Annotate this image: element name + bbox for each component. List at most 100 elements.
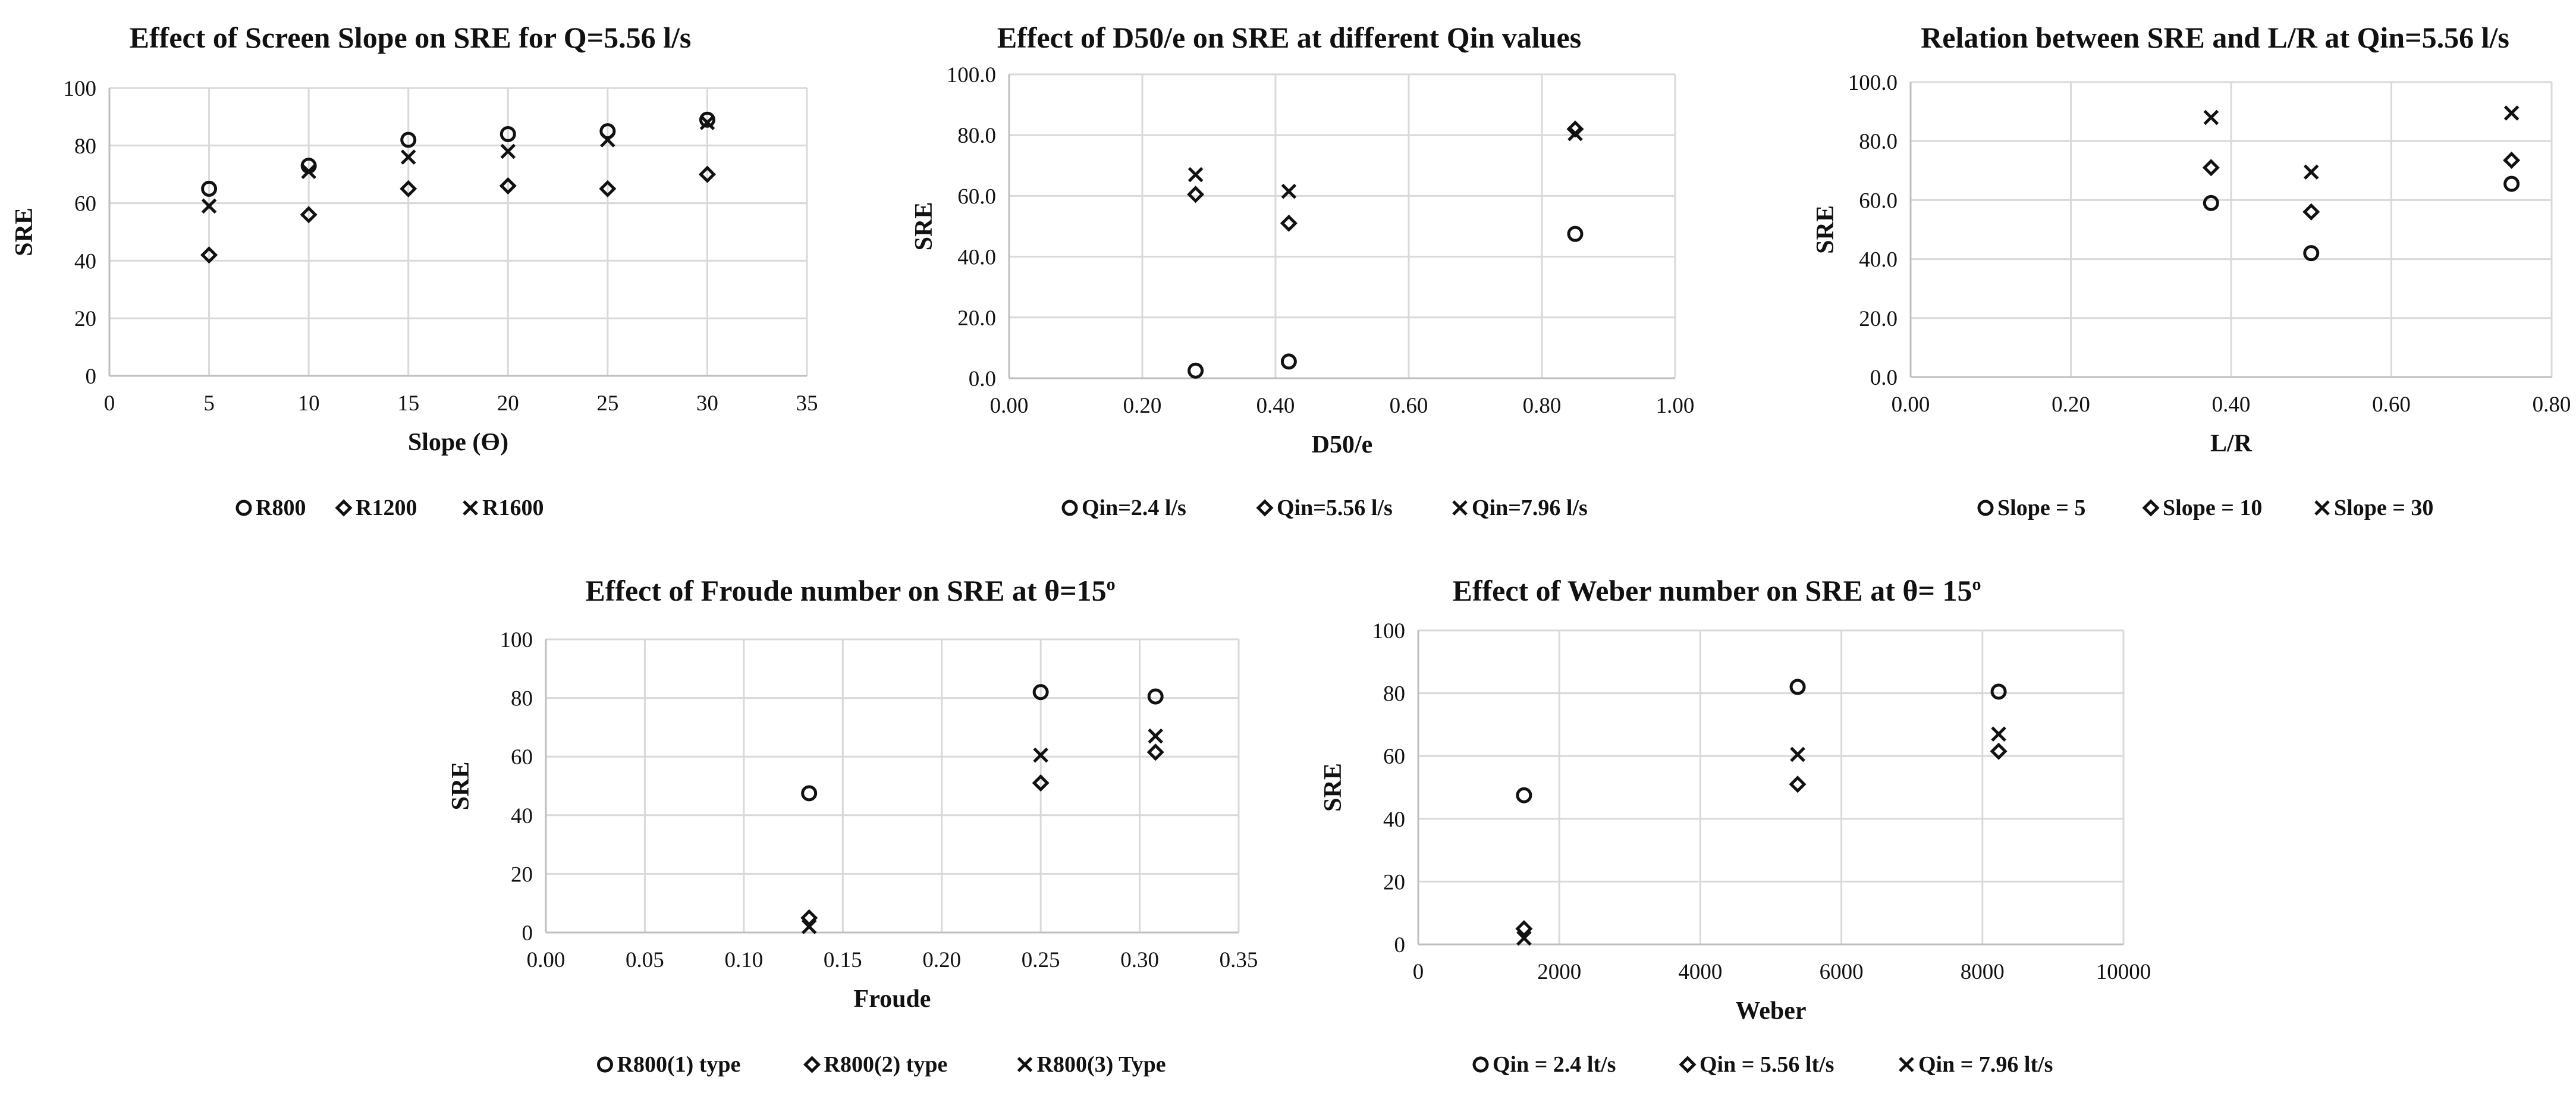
legend-label: Qin=2.4 l/s	[1082, 495, 1186, 520]
data-point-circle	[1990, 683, 2007, 700]
x-tick-label: 0	[104, 391, 115, 416]
data-point-circle	[1516, 787, 1532, 803]
chart-5: Effect of Weber number on SRE at θ= 15o 0…	[1320, 574, 2151, 1077]
data-point-diamond	[1990, 742, 2008, 760]
x-tick-label: 4000	[1678, 960, 1722, 984]
x-tick-label: 0.80	[1523, 394, 1562, 418]
x-tick-label: 0.40	[2212, 393, 2251, 417]
legend-marker-x	[2314, 500, 2330, 516]
x-tick-label: 0.00	[527, 948, 566, 972]
data-point-circle	[1567, 225, 1584, 242]
x-tick-label: 0.30	[1120, 948, 1159, 972]
data-point-circle	[1188, 362, 1204, 379]
data-point-x	[301, 164, 316, 180]
y-tick-label: 20.0	[1859, 307, 1898, 331]
x-tick-label: 0.05	[626, 948, 664, 972]
y-tick-label: 60	[1383, 745, 1405, 769]
chart-title-superscript: o	[1972, 574, 1981, 594]
y-tick-label: 0	[522, 921, 533, 946]
legend-label: Slope = 5	[1997, 495, 2085, 520]
y-tick-label: 40.0	[957, 246, 996, 270]
legend-label: R800(3) Type	[1037, 1052, 1166, 1077]
y-tick-label: 80	[511, 687, 533, 711]
y-axis-label: SRE	[11, 208, 38, 256]
chart-title: Effect of Froude number on SRE at θ=15o	[585, 574, 1115, 607]
x-tick-label: 0.25	[1022, 948, 1060, 972]
legend-label: Qin = 2.4 lt/s	[1493, 1052, 1616, 1077]
chart-title-text: Relation between SRE and L/R at Qin=5.56…	[1921, 21, 2509, 54]
legend-label: R800	[256, 495, 306, 520]
y-tick-label: 20.0	[957, 306, 996, 331]
legend-marker-x	[1017, 1057, 1033, 1072]
x-tick-label: 5	[203, 391, 215, 416]
y-tick-label: 20	[511, 862, 533, 887]
y-tick-label: 80.0	[1859, 130, 1898, 154]
data-point-diamond	[1146, 743, 1164, 761]
data-point-diamond	[499, 177, 517, 195]
data-point-x	[801, 919, 817, 934]
x-axis-label: Froude	[854, 985, 931, 1013]
y-axis-label: SRE	[1320, 763, 1347, 812]
data-point-diamond	[698, 165, 716, 183]
y-tick-label: 20	[1383, 870, 1405, 894]
legend-label: R1600	[482, 495, 544, 520]
x-tick-label: 0.60	[1390, 394, 1428, 418]
chart-title-text: Effect of Weber number on SRE at θ= 15	[1452, 574, 1972, 607]
data-point-diamond	[1187, 186, 1205, 203]
data-point-x	[1148, 728, 1163, 744]
x-tick-label: 0.35	[1220, 948, 1258, 972]
chart-title: Effect of Screen Slope on SRE for Q=5.56…	[130, 21, 692, 54]
x-tick-label: 30	[696, 391, 718, 416]
data-point-circle	[2503, 175, 2520, 192]
data-point-x	[500, 143, 516, 159]
legend-marker-diamond	[803, 1056, 821, 1073]
legend-label: Slope = 10	[2163, 495, 2262, 520]
chart-2: Effect of D50/e on SRE at different Qin …	[910, 21, 1694, 520]
y-tick-label: 0	[86, 365, 97, 389]
x-tick-label: 0.20	[2052, 393, 2090, 417]
x-tick-label: 8000	[1961, 960, 2005, 984]
data-point-diamond	[1515, 920, 1533, 938]
legend-marker-diamond	[2142, 499, 2160, 517]
chart-3: Relation between SRE and L/R at Qin=5.56…	[1812, 21, 2571, 520]
data-point-circle	[1789, 679, 1806, 695]
chart-4: Effect of Froude number on SRE at θ=15o 0…	[447, 574, 1258, 1077]
data-point-diamond	[599, 180, 617, 197]
x-axis-label: D50/e	[1312, 431, 1373, 459]
y-axis-label: SRE	[447, 762, 475, 811]
legend-marker-circle	[1061, 500, 1078, 516]
x-axis-label: Weber	[1736, 997, 1807, 1025]
y-tick-label: 0.0	[1870, 366, 1898, 390]
data-point-x	[1567, 125, 1583, 142]
y-tick-label: 100	[500, 628, 533, 652]
y-axis-label: SRE	[1812, 205, 1839, 254]
x-tick-label: 0.40	[1256, 394, 1295, 418]
x-tick-label: 0.80	[2533, 393, 2571, 417]
legend-marker-diamond	[1679, 1056, 1697, 1073]
y-tick-label: 100.0	[947, 63, 996, 87]
x-tick-label: 0.20	[922, 948, 961, 972]
legend-marker-circle	[1472, 1056, 1489, 1073]
y-tick-label: 60.0	[957, 184, 996, 209]
x-axis-label: L/R	[2210, 430, 2253, 457]
y-tick-label: 100	[64, 77, 97, 101]
chart-title-text: Effect of Froude number on SRE at θ=15	[585, 574, 1106, 607]
x-tick-label: 2000	[1537, 960, 1581, 984]
chart-title: Relation between SRE and L/R at Qin=5.56…	[1921, 21, 2509, 54]
x-tick-label: 20	[497, 391, 519, 416]
legend-label: Qin = 7.96 lt/s	[1918, 1052, 2053, 1077]
x-tick-label: 0	[1413, 960, 1424, 984]
y-tick-label: 20	[74, 307, 96, 331]
legend-label: Slope = 30	[2334, 495, 2433, 520]
data-point-x	[400, 149, 416, 165]
chart-1: Effect of Screen Slope on SRE for Q=5.56…	[11, 21, 818, 520]
data-point-x	[1991, 726, 2006, 742]
y-tick-label: 40	[74, 249, 96, 274]
data-point-circle	[2303, 245, 2320, 262]
data-point-x	[1281, 183, 1297, 199]
y-tick-label: 100	[1372, 619, 1406, 643]
y-axis-label: SRE	[910, 202, 938, 251]
legend-marker-diamond	[335, 499, 353, 517]
x-tick-label: 0.20	[1123, 394, 1162, 418]
